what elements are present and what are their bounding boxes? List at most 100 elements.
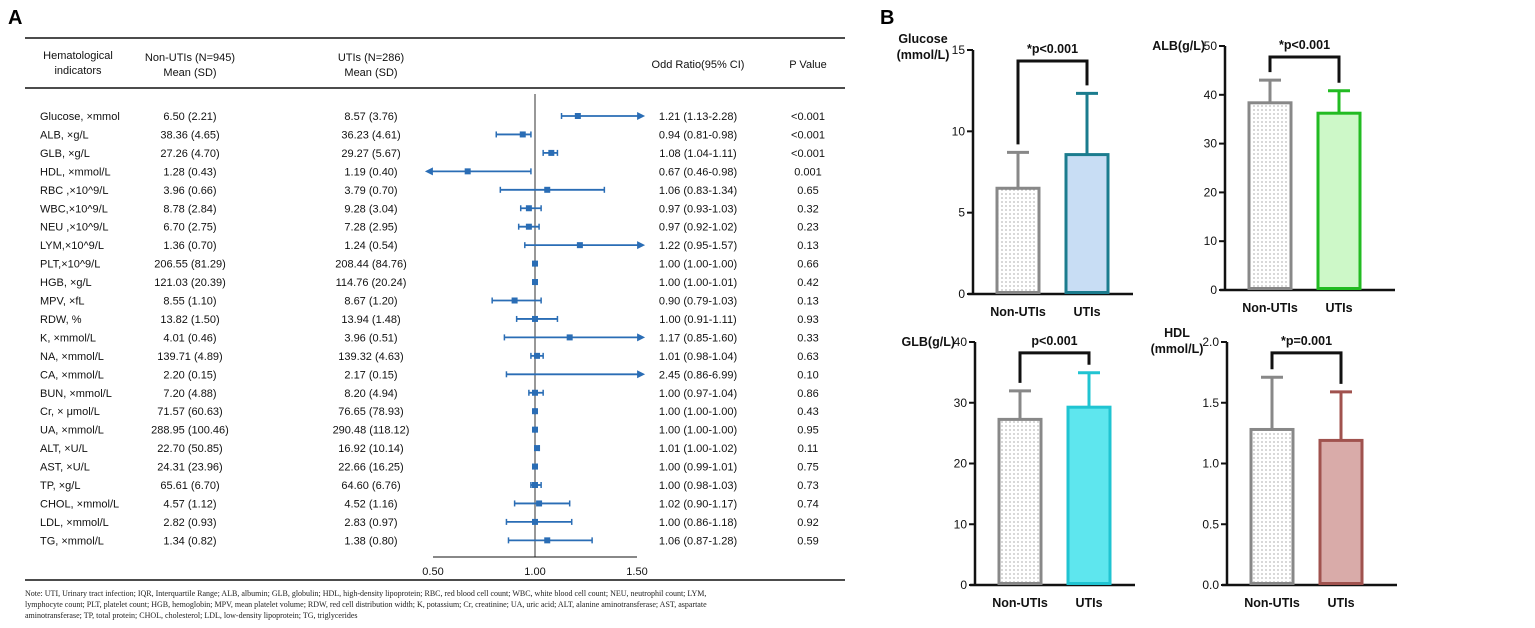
row-indicator: WBC,×10^9/L (40, 203, 108, 215)
row-indicator: RBC ,×10^9/L (40, 185, 108, 197)
point-estimate (532, 482, 538, 488)
y-tick-label: 2.0 (1202, 335, 1219, 349)
point-estimate (519, 131, 526, 138)
row-p-value: 0.93 (797, 314, 818, 326)
row-odds-ratio: 1.21 (1.13-2.28) (659, 111, 737, 123)
row-odds-ratio: 1.00 (1.00-1.00) (659, 425, 737, 437)
row-p-value: <0.001 (791, 129, 825, 141)
row-utis-mean: 2.17 (0.15) (344, 369, 397, 381)
row-odds-ratio: 1.00 (0.99-1.01) (659, 462, 737, 474)
row-utis-mean: 139.32 (4.63) (338, 351, 403, 363)
row-odds-ratio: 0.90 (0.79-1.03) (659, 296, 737, 308)
y-axis-label: Glucose (898, 32, 947, 46)
y-tick-label: 40 (954, 335, 968, 349)
row-utis-mean: 1.38 (0.80) (344, 535, 397, 547)
row-p-value: 0.63 (797, 351, 818, 363)
row-non-utis-mean: 121.03 (20.39) (154, 277, 226, 289)
y-tick-label: 10 (954, 517, 968, 531)
row-p-value: 0.23 (797, 222, 818, 234)
point-estimate (525, 223, 532, 230)
row-p-value: 0.74 (797, 498, 818, 510)
row-utis-mean: 2.83 (0.97) (344, 517, 397, 529)
row-p-value: 0.43 (797, 406, 818, 418)
row-utis-mean: 1.24 (0.54) (344, 240, 397, 252)
point-estimate (534, 352, 541, 359)
point-estimate (532, 408, 538, 415)
row-non-utis-mean: 8.55 (1.10) (163, 296, 216, 308)
y-tick-label: 0 (958, 287, 965, 301)
bar-non-utis (997, 417, 1043, 586)
row-indicator: LYM,×10^9/L (40, 240, 104, 252)
row-non-utis-mean: 2.82 (0.93) (163, 517, 216, 529)
row-indicator: Cr, × μmol/L (40, 406, 100, 418)
row-non-utis-mean: 2.20 (0.15) (163, 369, 216, 381)
point-estimate (464, 168, 471, 175)
y-tick-label: 40 (1204, 88, 1218, 102)
footnote: aminotransferase; TP, total protein; CHO… (25, 611, 358, 620)
row-non-utis-mean: 27.26 (4.70) (160, 148, 219, 160)
row-p-value: <0.001 (791, 148, 825, 160)
y-tick-label: 5 (958, 206, 965, 220)
row-odds-ratio: 1.00 (0.98-1.03) (659, 480, 737, 492)
row-odds-ratio: 1.00 (1.00-1.00) (659, 259, 737, 271)
forest-tick-label: 1.50 (626, 566, 647, 578)
bar-non-utis (995, 186, 1041, 294)
row-p-value: 0.92 (797, 517, 818, 529)
point-estimate (511, 297, 518, 304)
x-tick-label: Non-UTIs (990, 305, 1046, 319)
row-indicator: PLT,×10^9/L (40, 259, 100, 271)
ci-arrow-right (637, 333, 646, 342)
row-non-utis-mean: 6.70 (2.75) (163, 222, 216, 234)
header-non-utis: Mean (SD) (163, 67, 216, 79)
row-utis-mean: 3.79 (0.70) (344, 185, 397, 197)
ci-arrow-right (637, 370, 646, 379)
row-p-value: 0.73 (797, 480, 818, 492)
point-estimate (566, 334, 573, 341)
row-p-value: 0.66 (797, 259, 818, 271)
y-tick-label: 10 (952, 124, 966, 138)
row-p-value: 0.65 (797, 185, 818, 197)
point-estimate (532, 315, 538, 322)
row-utis-mean: 8.67 (1.20) (344, 296, 397, 308)
row-p-value: 0.42 (797, 277, 818, 289)
row-indicator: ALB, ×g/L (40, 129, 89, 141)
point-estimate (536, 500, 543, 507)
row-utis-mean: 4.52 (1.16) (344, 498, 397, 510)
row-indicator: GLB, ×g/L (40, 148, 90, 160)
significance-bracket (1018, 351, 1091, 383)
significance-label: *p<0.001 (1279, 38, 1330, 52)
row-utis-mean: 76.65 (78.93) (338, 406, 403, 418)
row-odds-ratio: 1.22 (0.95-1.57) (659, 240, 737, 252)
panel-a-label: A (8, 7, 22, 29)
header-non-utis: Non-UTIs (N=945) (145, 52, 235, 64)
row-indicator: UA, ×mmol/L (40, 425, 104, 437)
y-tick-label: 0 (960, 578, 967, 592)
row-odds-ratio: 1.00 (1.00-1.00) (659, 406, 737, 418)
row-odds-ratio: 1.00 (0.97-1.04) (659, 388, 737, 400)
y-tick-label: 0.0 (1202, 578, 1219, 592)
row-p-value: 0.11 (798, 443, 819, 455)
row-utis-mean: 7.28 (2.95) (344, 222, 397, 234)
row-odds-ratio: 0.94 (0.81-0.98) (659, 129, 737, 141)
ci-arrow-left (424, 167, 433, 176)
row-indicator: Glucose, ×mmol (40, 111, 120, 123)
x-tick-label: Non-UTIs (992, 596, 1048, 610)
header-p-value: P Value (789, 59, 827, 71)
row-odds-ratio: 0.97 (0.93-1.03) (659, 203, 737, 215)
row-non-utis-mean: 1.34 (0.82) (163, 535, 216, 547)
row-indicator: HGB, ×g/L (40, 277, 92, 289)
y-axis-label: (mmol/L) (1151, 342, 1204, 356)
significance-label: *p<0.001 (1027, 42, 1078, 56)
row-utis-mean: 22.66 (16.25) (338, 462, 403, 474)
row-utis-mean: 3.96 (0.51) (344, 332, 397, 344)
row-utis-mean: 16.92 (10.14) (338, 443, 403, 455)
point-estimate (576, 242, 583, 249)
row-non-utis-mean: 38.36 (4.65) (160, 129, 219, 141)
row-odds-ratio: 1.08 (1.04-1.11) (659, 148, 736, 160)
ci-arrow-right (637, 241, 646, 250)
bar-utis (1064, 153, 1110, 294)
row-indicator: ALT, ×U/L (40, 443, 88, 455)
row-p-value: 0.86 (797, 388, 818, 400)
row-indicator: TP, ×g/L (40, 480, 80, 492)
